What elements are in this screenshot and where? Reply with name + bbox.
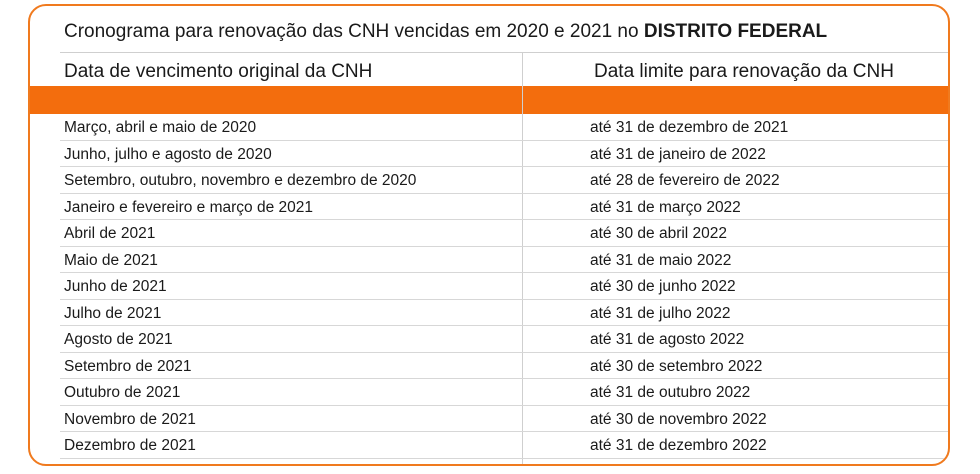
table-row: Setembro, outubro, novembro e dezembro d… [60, 167, 948, 194]
schedule-table-frame: Cronograma para renovação das CNH vencid… [28, 4, 950, 466]
table-body: Março, abril e maio de 2020 até 31 de dez… [60, 114, 948, 459]
title-divider [60, 52, 948, 53]
column-header-renewal-deadline: Data limite para renovação da CNH [594, 61, 894, 82]
original-expiry-cell: Janeiro e fevereiro e março de 2021 [64, 198, 314, 216]
original-expiry-cell: Setembro, outubro, novembro e dezembro d… [64, 172, 417, 189]
header-accent-band [30, 86, 948, 114]
renewal-deadline-cell: até 31 de julho 2022 [590, 304, 731, 322]
original-expiry-cell: Junho de 2021 [64, 278, 167, 295]
renewal-deadline-cell: até 31 de março 2022 [590, 198, 741, 216]
renewal-deadline-cell: até 31 de agosto 2022 [590, 331, 745, 348]
original-expiry-cell: Abril de 2021 [64, 225, 156, 242]
renewal-deadline-cell: até 31 de outubro 2022 [590, 384, 751, 401]
table-row: Maio de 2021 até 31 de maio 2022 [60, 247, 948, 273]
renewal-deadline-cell: até 31 de dezembro de 2021 [590, 119, 789, 136]
table-row: Junho de 2021 até 30 de junho 2022 [60, 273, 948, 300]
renewal-deadline-cell: até 31 de janeiro de 2022 [590, 145, 766, 163]
original-expiry-cell: Julho de 2021 [64, 304, 162, 322]
original-expiry-cell: Novembro de 2021 [64, 410, 196, 428]
original-expiry-cell: Maio de 2021 [64, 251, 158, 269]
original-expiry-cell: Junho, julho e agosto de 2020 [64, 145, 272, 163]
original-expiry-cell: Agosto de 2021 [64, 331, 173, 348]
column-divider [522, 53, 523, 464]
table-title-prefix: Cronograma para renovação das CNH vencid… [64, 21, 644, 42]
table-row: Agosto de 2021 até 31 de agosto 2022 [60, 326, 948, 353]
renewal-deadline-cell: até 30 de novembro 2022 [590, 410, 767, 428]
renewal-deadline-cell: até 30 de abril 2022 [590, 225, 728, 242]
renewal-deadline-cell: até 30 de junho 2022 [590, 278, 736, 295]
renewal-deadline-cell: até 30 de setembro 2022 [590, 357, 763, 375]
table-row: Março, abril e maio de 2020 até 31 de dez… [60, 114, 948, 141]
table-row: Abril de 2021 até 30 de abril 2022 [60, 220, 948, 247]
renewal-deadline-cell: até 31 de maio 2022 [590, 251, 732, 269]
table-row: Janeiro e fevereiro e março de 2021 até 3… [60, 194, 948, 220]
renewal-deadline-cell: até 28 de fevereiro de 2022 [590, 172, 780, 189]
original-expiry-cell: Outubro de 2021 [64, 384, 181, 401]
renewal-deadline-cell: até 31 de dezembro 2022 [590, 437, 767, 454]
table-row: Setembro de 2021 até 30 de setembro 2022 [60, 353, 948, 379]
table-title-emphasis: DISTRITO FEDERAL [643, 21, 828, 42]
table-row: Dezembro de 2021 até 31 de dezembro 2022 [60, 432, 948, 459]
original-expiry-cell: Setembro de 2021 [64, 357, 192, 375]
original-expiry-cell: Março, abril e maio de 2020 [64, 119, 257, 136]
table-title: Cronograma para renovação das CNH vencid… [64, 20, 827, 44]
original-expiry-cell: Dezembro de 2021 [64, 437, 196, 454]
table-row: Junho, julho e agosto de 2020 até 31 de j… [60, 141, 948, 167]
table-row: Julho de 2021 até 31 de julho 2022 [60, 300, 948, 326]
table-row: Novembro de 2021 até 30 de novembro 2022 [60, 406, 948, 432]
table-row: Outubro de 2021 até 31 de outubro 2022 [60, 379, 948, 406]
column-header-original-date: Data de vencimento original da CNH [64, 61, 373, 82]
